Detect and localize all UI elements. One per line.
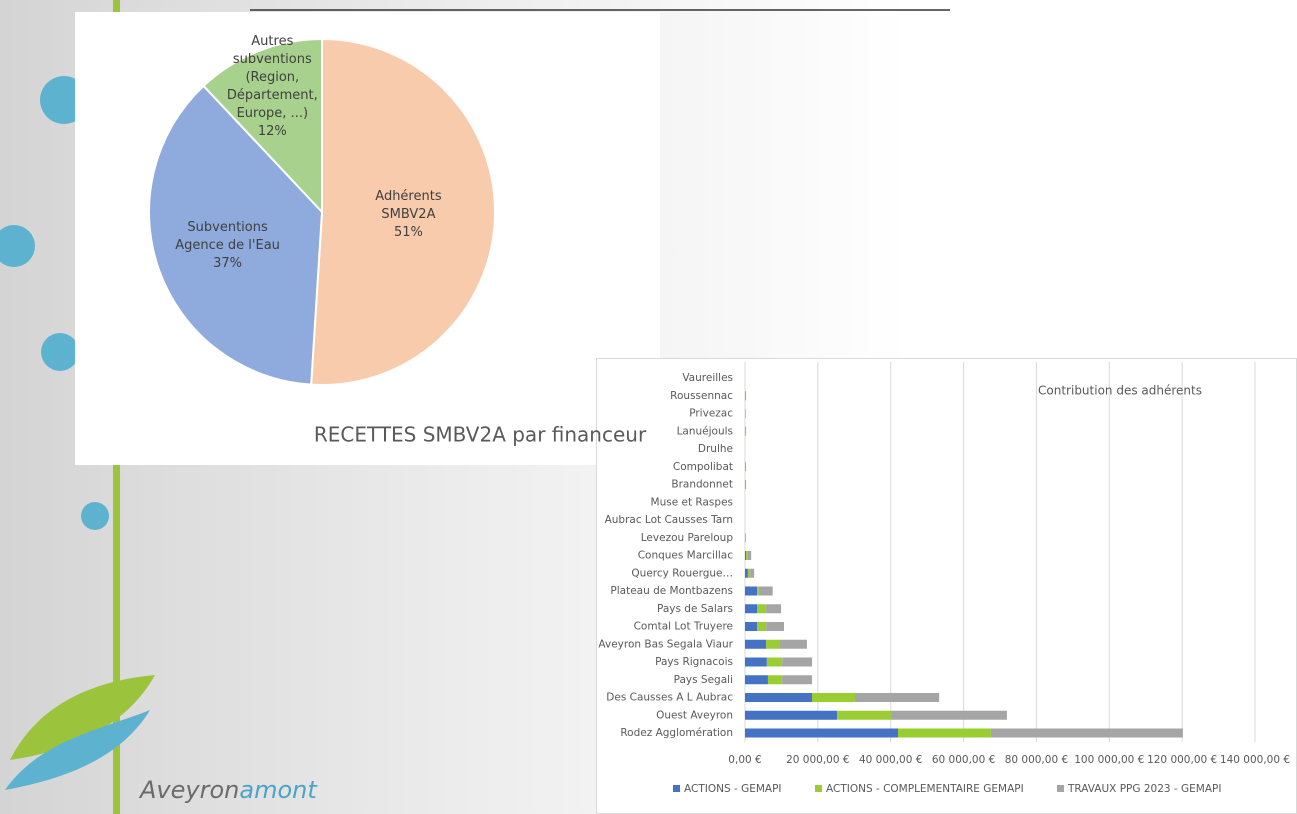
bar-segment: [757, 586, 759, 596]
legend-label: TRAVAUX PPG 2023 - GEMAPI: [1067, 783, 1221, 795]
bar-segment: [745, 657, 767, 667]
bar-segment: [766, 622, 784, 631]
bar-segment: [779, 639, 807, 649]
x-tick-label: 60 000,00 €: [932, 754, 995, 766]
slice-label: Subventions Agence de l'Eau 37%: [173, 219, 283, 273]
y-tick-label: Privezac: [689, 408, 733, 420]
bar-segment: [747, 551, 752, 560]
x-tick-label: 80 000,00 €: [1005, 754, 1068, 766]
bar-segment: [745, 586, 758, 596]
slice-label: Autres subventions (Region, Département,…: [225, 33, 320, 141]
leaf: [10, 675, 155, 760]
y-tick-label: Drulhe: [698, 443, 733, 455]
leaf: [5, 710, 150, 790]
slice-value: 12%: [257, 123, 287, 139]
bar-segment: [837, 710, 892, 720]
pie-slice: [147, 84, 324, 386]
y-tick-label: Pays Segali: [674, 674, 733, 686]
bar-segment: [745, 462, 747, 472]
pie-title: RECETTES SMBV2A par financeur: [314, 423, 647, 447]
bar-segment: [766, 639, 780, 649]
y-tick-label: Conques Marcillac: [638, 550, 734, 562]
bar-segment: [898, 728, 991, 738]
x-tick-label: 0,00 €: [728, 754, 761, 766]
slice-value: 51%: [394, 224, 423, 240]
decor-circle: [41, 333, 79, 371]
bar-segment: [782, 675, 813, 685]
bar-segment: [757, 604, 767, 614]
y-tick-label: Des Causses A L Aubrac: [606, 692, 733, 704]
bar-segment: [782, 657, 813, 667]
y-tick-label: Comtal Lot Truyere: [634, 621, 733, 633]
bar-segment: [767, 675, 783, 685]
y-tick-label: Pays Rignacois: [655, 656, 733, 668]
pie-slice: [310, 37, 496, 386]
bar-segment: [990, 728, 1183, 738]
bar-segment: [745, 568, 748, 578]
bar-segment: [891, 710, 1007, 720]
y-tick-label: Ouest Aveyron: [656, 709, 733, 721]
logo: Aveyronamont: [138, 776, 318, 804]
bar-segment: [745, 639, 767, 649]
decor-circle: [81, 502, 109, 530]
y-tick-label: Plateau de Montbazens: [610, 585, 733, 597]
slice-label: Adhérents SMBV2A 51%: [353, 188, 463, 242]
bar-segment: [745, 675, 768, 685]
x-tick-label: 20 000,00 €: [786, 754, 849, 766]
y-tick-label: Quercy Rouergue…: [631, 567, 733, 579]
legend-swatch: [1057, 785, 1064, 792]
y-tick-label: Muse et Raspes: [651, 496, 733, 508]
bar-segment: [745, 728, 898, 738]
legend-label: ACTIONS - GEMAPI: [684, 783, 782, 795]
y-tick-label: Aubrac Lot Causses Tarn: [605, 514, 733, 526]
bar-segment: [758, 586, 773, 596]
legend-label: ACTIONS - COMPLEMENTAIRE GEMAPI: [826, 783, 1024, 795]
x-tick-label: 140 000,00 €: [1220, 754, 1290, 766]
slice-name: Subventions Agence de l'Eau: [175, 219, 280, 253]
y-tick-label: Aveyron Bas Segala Viaur: [598, 638, 733, 650]
decor-circle: [0, 225, 35, 267]
bar-segment: [757, 622, 767, 631]
y-tick-label: Rodez Agglomération: [620, 727, 733, 739]
bar-segment: [855, 693, 940, 702]
slice-name: Adhérents SMBV2A: [375, 188, 442, 222]
bar-segment: [766, 657, 783, 667]
bar-segment: [745, 480, 747, 489]
bar-segment: [745, 409, 746, 418]
bar-segment: [745, 391, 747, 401]
logo-part2: amont: [239, 776, 318, 804]
pie-slice: [202, 37, 323, 215]
bar-segment: [745, 622, 758, 631]
x-tick-label: 40 000,00 €: [859, 754, 922, 766]
y-tick-label: Brandonnet: [671, 479, 733, 491]
bar-segment: [766, 604, 782, 614]
y-tick-label: Compolibat: [673, 461, 733, 473]
bar-segment: [745, 426, 747, 436]
legend-swatch: [815, 785, 822, 792]
chart-title: Contribution des adhérents: [1038, 384, 1202, 398]
slice-value: 37%: [213, 255, 243, 271]
bar-segment: [812, 693, 856, 702]
bar-segment: [747, 568, 751, 578]
y-tick-label: Levezou Pareloup: [641, 532, 734, 544]
bar-segment: [745, 551, 747, 560]
bar-segment: [746, 551, 748, 560]
slice-name: Autres subventions (Region, Département,…: [226, 33, 318, 121]
logo-part1: Aveyron: [138, 776, 239, 804]
legend-swatch: [673, 785, 680, 792]
bar-segment: [750, 568, 755, 578]
bar-segment: [745, 693, 813, 702]
bar-panel: [596, 358, 1297, 814]
y-tick-label: Vaureilles: [682, 372, 733, 384]
x-tick-label: 120 000,00 €: [1147, 754, 1217, 766]
bar-segment: [745, 710, 838, 720]
y-tick-label: Lanuéjouls: [677, 425, 733, 437]
y-tick-label: Pays de Salars: [657, 603, 733, 615]
x-tick-label: 100 000,00 €: [1074, 754, 1144, 766]
bar-segment: [745, 604, 758, 614]
y-tick-label: Roussennac: [670, 390, 733, 402]
